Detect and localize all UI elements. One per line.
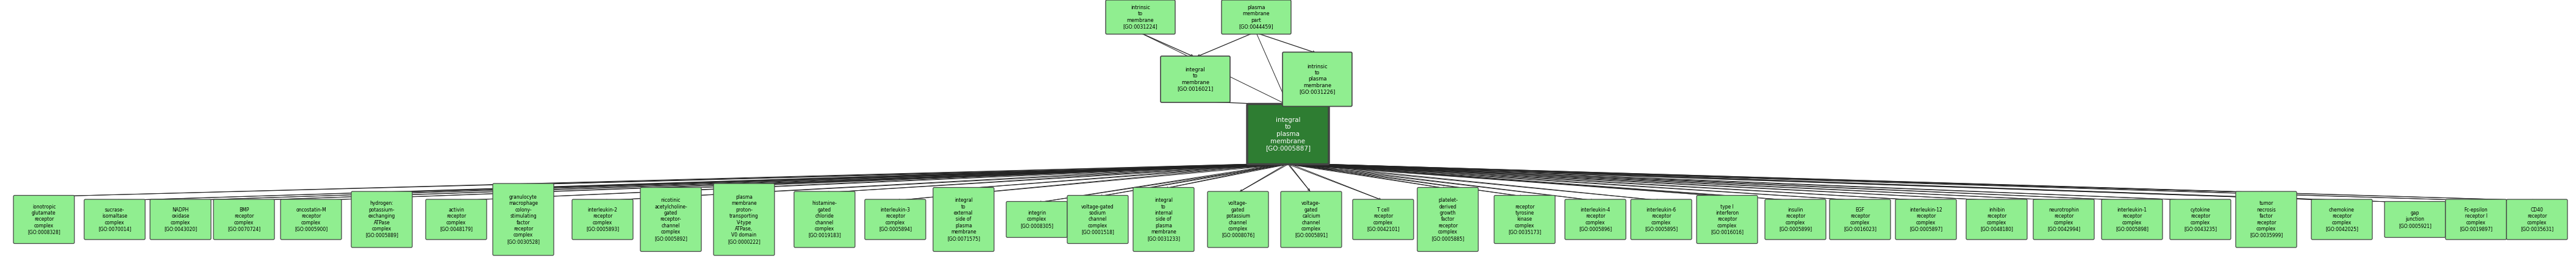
Text: interleukin-4
receptor
complex
[GO:0005896]: interleukin-4 receptor complex [GO:00058…	[1579, 207, 1613, 232]
FancyBboxPatch shape	[714, 183, 775, 256]
Text: interleukin-3
receptor
complex
[GO:0005894]: interleukin-3 receptor complex [GO:00058…	[878, 207, 912, 232]
FancyBboxPatch shape	[1564, 199, 1625, 239]
FancyBboxPatch shape	[13, 195, 75, 244]
FancyBboxPatch shape	[1162, 56, 1231, 103]
FancyBboxPatch shape	[2032, 199, 2094, 239]
FancyBboxPatch shape	[1280, 191, 1342, 248]
Text: plasma
membrane
proton-
transporting
V-type
ATPase,
V0 domain
[GO:0000222]: plasma membrane proton- transporting V-t…	[726, 195, 760, 244]
Text: voltage-gated
sodium
channel
complex
[GO:0001518]: voltage-gated sodium channel complex [GO…	[1082, 204, 1115, 235]
Text: receptor
tyrosine
kinase
complex
[GO:0035173]: receptor tyrosine kinase complex [GO:003…	[1507, 204, 1540, 235]
Text: tumor
necrosis
factor
receptor
complex
[GO:0035999]: tumor necrosis factor receptor complex […	[2249, 201, 2282, 238]
FancyBboxPatch shape	[1208, 191, 1267, 248]
Text: Fc-epsilon
receptor I
complex
[GO:0019897]: Fc-epsilon receptor I complex [GO:001989…	[2460, 207, 2494, 232]
Text: integral
to
plasma
membrane
[GO:0005887]: integral to plasma membrane [GO:0005887]	[1265, 117, 1311, 151]
Text: granulocyte
macrophage
colony-
stimulating
factor
receptor
complex
[GO:0030528]: granulocyte macrophage colony- stimulati…	[507, 195, 541, 244]
Text: inhibin
receptor
complex
[GO:0048180]: inhibin receptor complex [GO:0048180]	[1981, 207, 2012, 232]
FancyBboxPatch shape	[1066, 195, 1128, 244]
FancyBboxPatch shape	[1133, 187, 1195, 252]
Text: voltage-
gated
calcium
channel
complex
[GO:0005891]: voltage- gated calcium channel complex […	[1296, 201, 1327, 238]
Text: interleukin-1
receptor
complex
[GO:0005898]: interleukin-1 receptor complex [GO:00058…	[2115, 207, 2148, 232]
FancyBboxPatch shape	[1283, 52, 1352, 106]
FancyBboxPatch shape	[1631, 199, 1692, 239]
Text: sucrase-
isomaltase
complex
[GO:0070014]: sucrase- isomaltase complex [GO:0070014]	[98, 207, 131, 232]
FancyBboxPatch shape	[1247, 104, 1329, 164]
Text: gap
junction
[GO:0005921]: gap junction [GO:0005921]	[2398, 210, 2432, 229]
FancyBboxPatch shape	[1965, 199, 2027, 239]
FancyBboxPatch shape	[933, 187, 994, 252]
Text: ionotropic
glutamate
receptor
complex
[GO:0008328]: ionotropic glutamate receptor complex [G…	[28, 204, 59, 235]
Text: platelet-
derived
growth
factor
receptor
complex
[GO:0005885]: platelet- derived growth factor receptor…	[1432, 198, 1463, 241]
FancyBboxPatch shape	[641, 187, 701, 252]
Text: type I
interferon
receptor
complex
[GO:0016016]: type I interferon receptor complex [GO:0…	[1710, 204, 1744, 235]
Text: interleukin-2
receptor
complex
[GO:0005893]: interleukin-2 receptor complex [GO:00058…	[585, 207, 618, 232]
Text: EGF
receptor
complex
[GO:0016023]: EGF receptor complex [GO:0016023]	[1844, 207, 1875, 232]
FancyBboxPatch shape	[2102, 199, 2161, 239]
FancyBboxPatch shape	[2236, 191, 2298, 248]
FancyBboxPatch shape	[1352, 199, 1414, 239]
FancyBboxPatch shape	[1765, 199, 1826, 239]
FancyBboxPatch shape	[1417, 187, 1479, 252]
FancyBboxPatch shape	[572, 199, 634, 239]
Text: interleukin-12
receptor
complex
[GO:0005897]: interleukin-12 receptor complex [GO:0005…	[1909, 207, 1942, 232]
FancyBboxPatch shape	[1896, 199, 1955, 239]
Text: plasma
membrane
part
[GO:0044459]: plasma membrane part [GO:0044459]	[1239, 5, 1273, 29]
Text: cytokine
receptor
complex
[GO:0043235]: cytokine receptor complex [GO:0043235]	[2184, 207, 2218, 232]
Text: hydrogen:
potassium-
exchanging
ATPase
complex
[GO:0005889]: hydrogen: potassium- exchanging ATPase c…	[366, 201, 399, 238]
Text: integral
to
membrane
[GO:0016021]: integral to membrane [GO:0016021]	[1177, 67, 1213, 92]
Text: histamine-
gated
chloride
channel
complex
[GO:0019183]: histamine- gated chloride channel comple…	[809, 201, 840, 238]
Text: NADPH
oxidase
complex
[GO:0043020]: NADPH oxidase complex [GO:0043020]	[165, 207, 196, 232]
FancyBboxPatch shape	[2385, 202, 2445, 237]
Text: nicotinic
acetylcholine-
gated
receptor-
channel
complex
[GO:0005892]: nicotinic acetylcholine- gated receptor-…	[654, 198, 688, 241]
Text: intrinsic
to
plasma
membrane
[GO:0031226]: intrinsic to plasma membrane [GO:0031226…	[1298, 64, 1334, 95]
FancyBboxPatch shape	[1829, 199, 1891, 239]
FancyBboxPatch shape	[85, 199, 144, 239]
FancyBboxPatch shape	[281, 199, 343, 239]
Text: integrin
complex
[GO:0008305]: integrin complex [GO:0008305]	[1020, 210, 1054, 229]
FancyBboxPatch shape	[2445, 199, 2506, 239]
Text: activin
receptor
complex
[GO:0048179]: activin receptor complex [GO:0048179]	[440, 207, 471, 232]
FancyBboxPatch shape	[1007, 202, 1066, 237]
Text: T cell
receptor
complex
[GO:0042101]: T cell receptor complex [GO:0042101]	[1368, 207, 1399, 232]
FancyBboxPatch shape	[2311, 199, 2372, 239]
FancyBboxPatch shape	[1105, 0, 1175, 34]
FancyBboxPatch shape	[793, 191, 855, 248]
FancyBboxPatch shape	[350, 191, 412, 248]
Text: insulin
receptor
complex
[GO:0005899]: insulin receptor complex [GO:0005899]	[1780, 207, 1811, 232]
Text: BMP
receptor
complex
[GO:0070724]: BMP receptor complex [GO:0070724]	[227, 207, 260, 232]
Text: CD40
receptor
complex
[GO:0035631]: CD40 receptor complex [GO:0035631]	[2519, 207, 2553, 232]
Text: chemokine
receptor
complex
[GO:0042025]: chemokine receptor complex [GO:0042025]	[2326, 207, 2357, 232]
FancyBboxPatch shape	[2506, 199, 2568, 239]
FancyBboxPatch shape	[1698, 195, 1757, 244]
FancyBboxPatch shape	[425, 199, 487, 239]
Text: integral
to
external
side of
plasma
membrane
[GO:0071575]: integral to external side of plasma memb…	[948, 198, 979, 241]
FancyBboxPatch shape	[492, 183, 554, 256]
Text: oncostatin-M
receptor
complex
[GO:0005900]: oncostatin-M receptor complex [GO:000590…	[294, 207, 327, 232]
FancyBboxPatch shape	[149, 199, 211, 239]
FancyBboxPatch shape	[1221, 0, 1291, 34]
Text: interleukin-6
receptor
complex
[GO:0005895]: interleukin-6 receptor complex [GO:00058…	[1643, 207, 1677, 232]
Text: voltage-
gated
potassium
channel
complex
[GO:0008076]: voltage- gated potassium channel complex…	[1221, 201, 1255, 238]
Text: integral
to
internal
side of
plasma
membrane
[GO:0031233]: integral to internal side of plasma memb…	[1146, 198, 1180, 241]
FancyBboxPatch shape	[1494, 195, 1556, 244]
Text: neurotrophin
receptor
complex
[GO:0042994]: neurotrophin receptor complex [GO:004299…	[2048, 207, 2081, 232]
Text: intrinsic
to
membrane
[GO:0031224]: intrinsic to membrane [GO:0031224]	[1123, 5, 1157, 29]
FancyBboxPatch shape	[214, 199, 276, 239]
FancyBboxPatch shape	[866, 199, 925, 239]
FancyBboxPatch shape	[2169, 199, 2231, 239]
